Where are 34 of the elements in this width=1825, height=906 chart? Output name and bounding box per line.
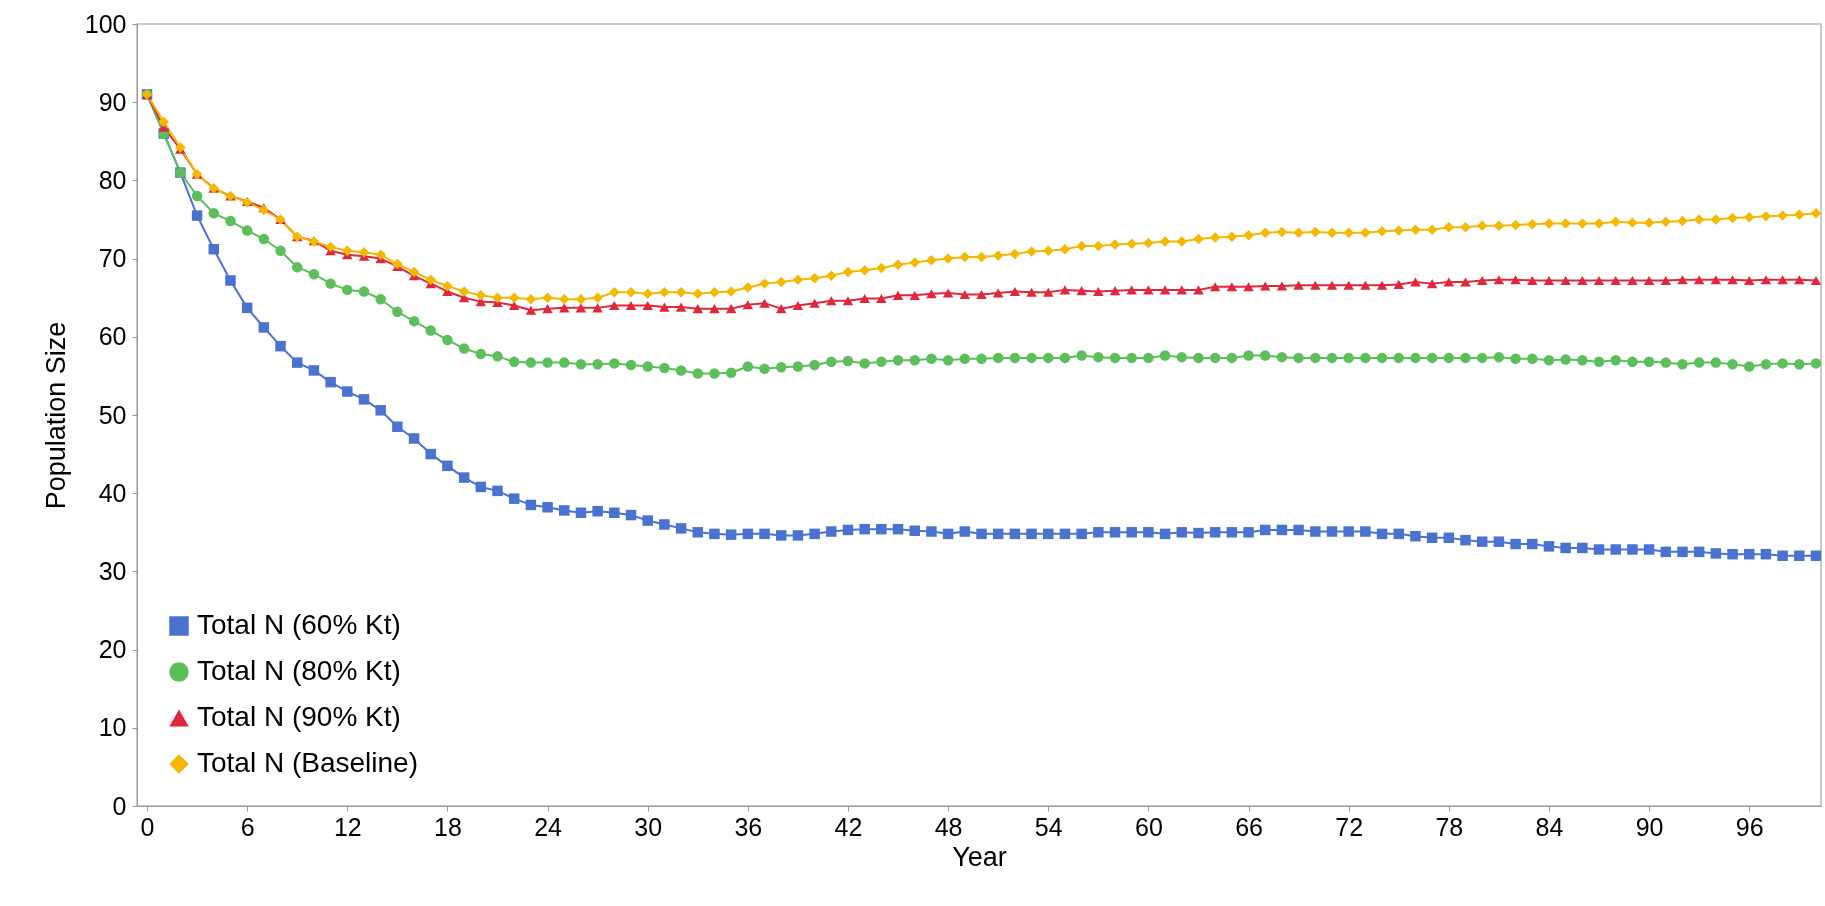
y-tick-label: 20 [98, 635, 127, 664]
x-tick-label: 78 [1435, 812, 1464, 841]
x-tick-label: 60 [1135, 812, 1163, 841]
y-tick-label: 80 [98, 165, 127, 194]
y-tick-label: 40 [98, 478, 127, 507]
x-tick-label: 42 [834, 812, 863, 841]
x-tick-label: 12 [333, 812, 362, 841]
y-tick-label: 10 [98, 713, 127, 742]
x-tick-label: 90 [1635, 812, 1664, 841]
x-tick-label: 36 [734, 812, 763, 841]
x-tick-label: 54 [1034, 812, 1063, 841]
y-tick-label: 70 [98, 244, 127, 273]
x-tick-label: 24 [534, 812, 563, 841]
legend-label: Total N (60% Kt) [197, 609, 401, 640]
x-tick-label: 72 [1335, 812, 1364, 841]
x-tick-label: 30 [634, 812, 663, 841]
legend-label: Total N (90% Kt) [197, 701, 401, 732]
legend-label: Total N (80% Kt) [197, 655, 401, 686]
y-tick-label: 30 [98, 556, 127, 585]
x-axis-title: Year [952, 841, 1007, 872]
y-tick-label: 50 [98, 400, 127, 429]
x-tick-label: 6 [240, 812, 255, 841]
y-axis-title: Population Size [40, 321, 71, 510]
y-tick-label: 0 [112, 791, 127, 820]
y-tick-label: 60 [98, 322, 127, 351]
legend-label: Total N (Baseline) [197, 747, 418, 778]
x-tick-label: 84 [1535, 812, 1564, 841]
x-tick-label: 48 [934, 812, 963, 841]
y-tick-label: 100 [84, 9, 127, 38]
x-tick-label: 66 [1235, 812, 1263, 841]
x-tick-label: 96 [1735, 812, 1764, 841]
y-tick-label: 90 [98, 87, 127, 116]
x-tick-label: 0 [140, 812, 155, 841]
x-tick-label: 18 [434, 812, 462, 841]
